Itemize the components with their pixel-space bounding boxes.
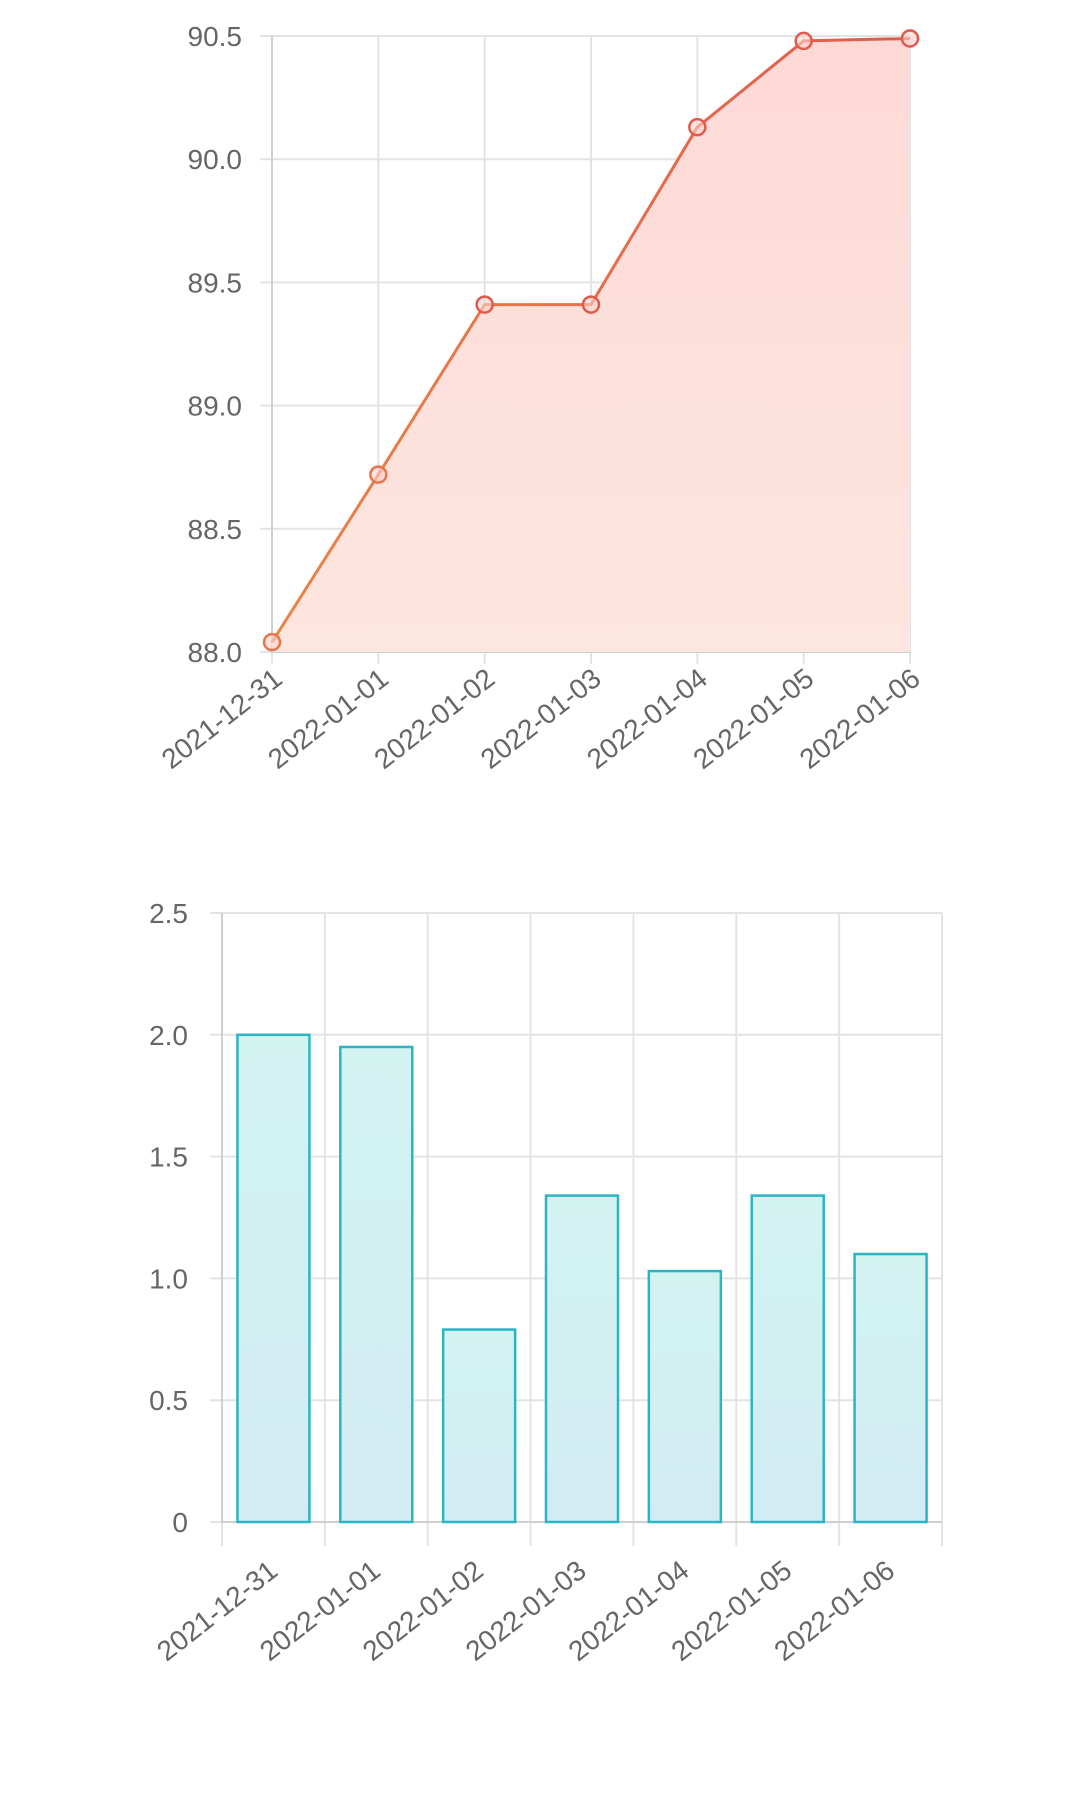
bar[interactable]: [647, 1269, 723, 1524]
y-tick-label: 89.0: [188, 391, 243, 422]
bar-chart-group: 00.51.01.52.02.52021-12-312022-01-012022…: [149, 898, 943, 1667]
area-fill: [272, 38, 910, 653]
bar[interactable]: [544, 1194, 620, 1524]
bar[interactable]: [339, 1045, 414, 1524]
data-point-marker[interactable]: [475, 295, 494, 314]
area-chart-group: 88.088.589.089.590.090.52021-12-312022-0…: [156, 21, 926, 775]
data-point-marker[interactable]: [900, 29, 920, 48]
y-tick-label: 1.0: [149, 1263, 188, 1294]
x-tick-label: 2022-01-06: [794, 662, 926, 775]
bar[interactable]: [441, 1328, 517, 1524]
y-tick-label: 90.5: [188, 21, 243, 52]
data-point-marker[interactable]: [369, 465, 388, 484]
y-tick-label: 89.5: [188, 267, 243, 298]
bar[interactable]: [750, 1194, 825, 1524]
y-tick-label: 0: [172, 1507, 188, 1538]
y-tick-label: 2.0: [149, 1020, 188, 1051]
y-tick-label: 90.0: [188, 144, 243, 175]
y-tick-label: 0.5: [149, 1385, 188, 1416]
data-point-marker[interactable]: [581, 295, 601, 314]
y-tick-label: 88.0: [188, 637, 243, 668]
data-point-marker[interactable]: [688, 117, 707, 137]
bar[interactable]: [853, 1252, 928, 1524]
bar[interactable]: [236, 1033, 311, 1524]
y-tick-label: 88.5: [188, 514, 243, 545]
data-point-marker[interactable]: [794, 31, 813, 51]
y-tick-label: 1.5: [149, 1142, 188, 1173]
y-tick-label: 2.5: [149, 898, 188, 929]
data-point-marker[interactable]: [262, 632, 282, 652]
